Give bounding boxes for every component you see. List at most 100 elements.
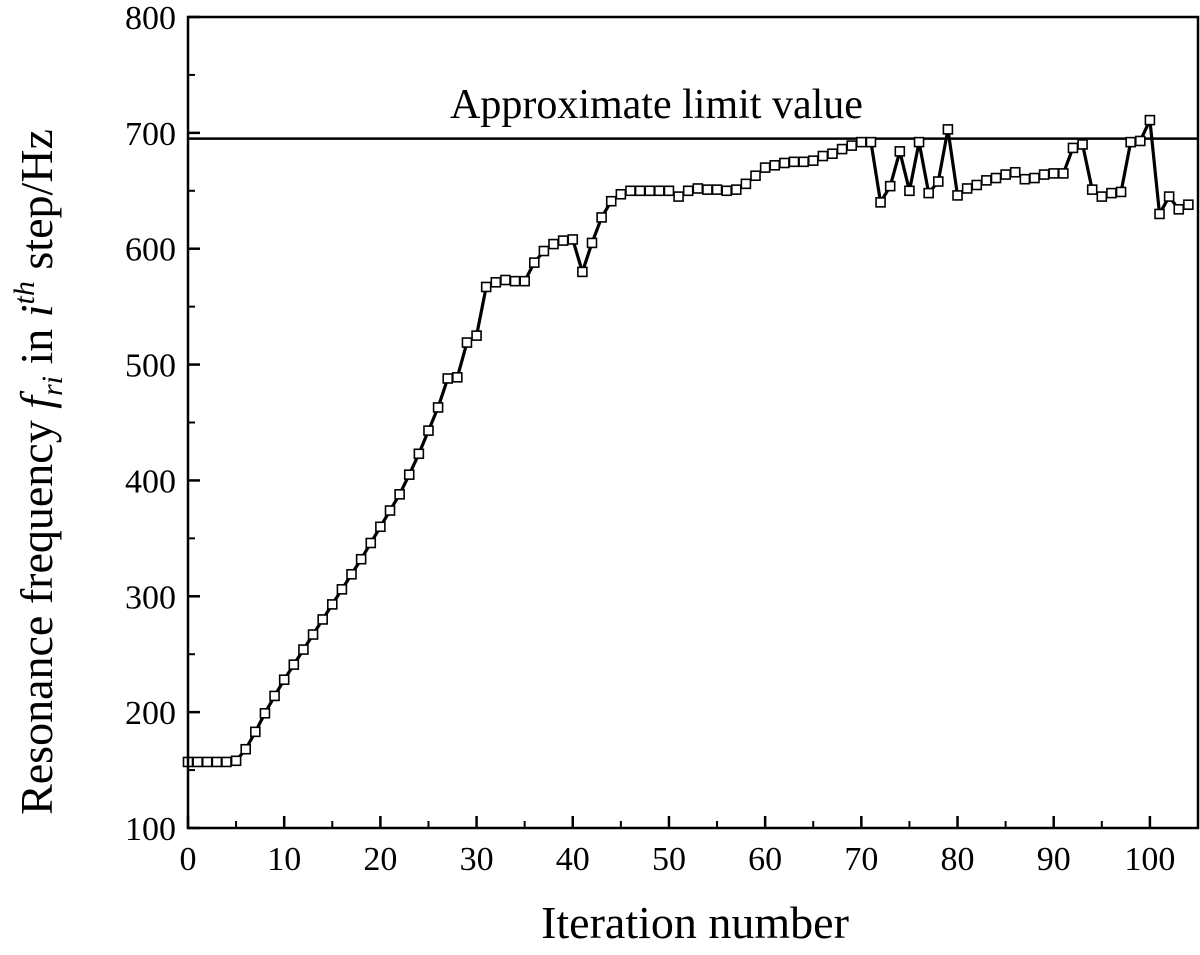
data-point xyxy=(548,238,559,250)
data-point xyxy=(480,281,492,293)
data-point xyxy=(577,266,588,278)
data-point xyxy=(1163,191,1175,202)
data-point xyxy=(673,191,684,202)
data-point xyxy=(605,195,617,207)
data-point xyxy=(913,136,925,148)
y-title-suffix: step/Hz xyxy=(11,129,62,281)
data-point xyxy=(904,185,915,197)
data-point xyxy=(827,148,838,160)
data-point xyxy=(1077,139,1088,150)
x-tick-label: 90 xyxy=(1037,841,1071,878)
data-point xyxy=(278,674,290,686)
data-point xyxy=(875,197,886,208)
y-title-prefix: Resonance frequency xyxy=(11,409,62,815)
data-point xyxy=(298,644,309,655)
series-line xyxy=(188,118,1190,764)
data-point xyxy=(432,402,444,413)
data-point xyxy=(557,235,569,246)
data-point xyxy=(346,568,357,580)
data-point xyxy=(528,257,540,268)
data-point xyxy=(644,185,656,197)
data-point xyxy=(923,187,934,199)
data-point xyxy=(423,425,434,436)
data-point xyxy=(798,156,809,168)
data-point xyxy=(307,629,319,640)
data-point xyxy=(721,185,732,197)
data-point xyxy=(403,469,415,480)
data-point xyxy=(1048,168,1060,179)
reference-line-label: Approximate limit value xyxy=(450,82,863,128)
data-point xyxy=(500,274,511,286)
data-point xyxy=(1029,172,1040,184)
data-point xyxy=(1009,166,1021,178)
data-point xyxy=(682,185,694,197)
y-axis-title: Resonance frequency fri in ith step/Hz xyxy=(8,129,69,815)
data-point xyxy=(221,756,232,768)
data-point xyxy=(1106,187,1117,199)
data-point xyxy=(990,172,1002,184)
data-point xyxy=(711,184,723,195)
data-point xyxy=(1086,184,1098,195)
data-point xyxy=(1000,169,1011,180)
data-point xyxy=(413,448,425,460)
x-tick-label: 40 xyxy=(556,841,590,878)
data-point xyxy=(452,372,463,383)
data-point xyxy=(326,599,338,610)
data-point xyxy=(201,756,213,768)
data-point xyxy=(384,505,396,516)
y-title-f-subscript: ri xyxy=(36,376,69,396)
data-point xyxy=(1038,169,1050,180)
data-point xyxy=(1058,168,1069,179)
x-tick-label: 20 xyxy=(363,841,397,878)
x-tick-label: 80 xyxy=(941,841,975,878)
x-tick-label: 0 xyxy=(180,841,197,878)
data-point xyxy=(1154,208,1165,220)
data-point xyxy=(971,179,983,191)
x-axis-title: Iteration number xyxy=(541,897,849,948)
data-point xyxy=(750,170,761,182)
y-title-i: i xyxy=(11,304,62,317)
data-point xyxy=(538,245,550,257)
data-point xyxy=(981,175,992,186)
data-point xyxy=(519,275,530,287)
data-point xyxy=(596,212,607,223)
data-point xyxy=(932,176,944,187)
data-point xyxy=(1067,142,1079,154)
x-tick-label: 10 xyxy=(267,841,301,878)
data-point xyxy=(1183,199,1194,210)
y-tick-label: 700 xyxy=(125,116,176,153)
data-point xyxy=(952,190,963,201)
data-point xyxy=(894,146,906,157)
y-tick-label: 800 xyxy=(125,0,176,37)
data-point xyxy=(654,185,665,197)
data-point xyxy=(288,659,300,670)
data-point xyxy=(250,726,261,738)
data-point xyxy=(1173,204,1185,215)
x-tick-label: 70 xyxy=(844,841,878,878)
data-point xyxy=(230,755,242,767)
data-point xyxy=(375,521,386,533)
data-point xyxy=(702,184,713,195)
data-point xyxy=(740,178,752,190)
data-point xyxy=(586,237,598,249)
data-point xyxy=(769,160,781,171)
data-point xyxy=(779,157,790,169)
data-point xyxy=(317,614,328,625)
data-point xyxy=(192,756,203,768)
y-title-in: in xyxy=(11,317,62,376)
data-point xyxy=(336,584,348,595)
data-point xyxy=(490,277,502,288)
y-tick-label: 600 xyxy=(125,232,176,269)
data-point xyxy=(471,330,482,341)
data-point xyxy=(442,373,454,384)
data-point xyxy=(394,489,405,500)
data-point xyxy=(788,156,800,168)
data-point xyxy=(884,180,896,192)
data-point xyxy=(961,183,973,194)
x-tick-label: 60 xyxy=(748,841,782,878)
data-point xyxy=(836,143,848,155)
data-point xyxy=(269,690,280,702)
data-point xyxy=(625,185,636,197)
data-point xyxy=(1144,114,1156,126)
